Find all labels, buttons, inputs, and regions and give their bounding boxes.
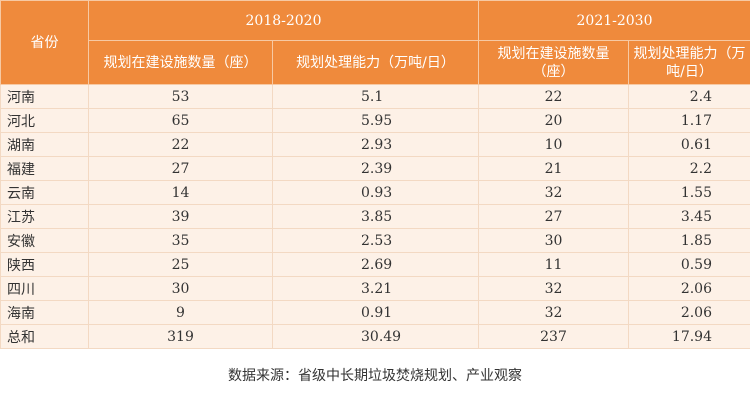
value-cell: 2.06 — [628, 300, 750, 325]
table-body: 河南 53 5.1 22 2.4 河北 65 5.95 20 1.17 湖南 22 2.93 10 0.61… — [0, 84, 750, 349]
province-cell: 河南 — [0, 84, 89, 109]
value-cell: 5.95 — [272, 108, 479, 133]
value-cell: 2.53 — [272, 228, 479, 253]
source-note: 数据来源：省级中长期垃圾焚烧规划、产业观察 — [228, 368, 522, 384]
column-header: 规划处理能力（万吨/日） — [272, 40, 479, 85]
province-cell: 福建 — [0, 156, 89, 181]
value-cell: 237 — [478, 324, 629, 349]
value-cell: 9 — [88, 300, 273, 325]
province-cell: 江苏 — [0, 204, 89, 229]
province-cell: 海南 — [0, 300, 89, 325]
value-cell: 30.49 — [272, 324, 479, 349]
value-cell: 11 — [478, 252, 629, 277]
value-cell: 0.59 — [628, 252, 750, 277]
value-cell: 0.93 — [272, 180, 479, 205]
value-cell: 22 — [88, 132, 273, 157]
value-cell: 2.06 — [628, 276, 750, 301]
value-cell: 39 — [88, 204, 273, 229]
value-cell: 2.69 — [272, 252, 479, 277]
province-cell: 总和 — [0, 324, 89, 349]
value-cell: 30 — [88, 276, 273, 301]
province-cell: 四川 — [0, 276, 89, 301]
value-cell: 0.91 — [272, 300, 479, 325]
value-cell: 14 — [88, 180, 273, 205]
group-header: 2018-2020 — [88, 0, 479, 41]
value-cell: 2.93 — [272, 132, 479, 157]
value-cell: 5.1 — [272, 84, 479, 109]
value-cell: 35 — [88, 228, 273, 253]
table-row: 江苏 39 3.85 27 3.45 — [0, 204, 750, 229]
value-cell: 27 — [478, 204, 629, 229]
value-cell: 21 — [478, 156, 629, 181]
value-cell: 2.39 — [272, 156, 479, 181]
province-cell: 云南 — [0, 180, 89, 205]
column-header: 规划在建设施数量（座） — [478, 40, 629, 85]
value-cell: 30 — [478, 228, 629, 253]
value-cell: 319 — [88, 324, 273, 349]
value-cell: 53 — [88, 84, 273, 109]
table-row: 云南 14 0.93 32 1.55 — [0, 180, 750, 205]
value-cell: 3.85 — [272, 204, 479, 229]
table-row: 陕西 25 2.69 11 0.59 — [0, 252, 750, 277]
value-cell: 25 — [88, 252, 273, 277]
table-row: 河北 65 5.95 20 1.17 — [0, 108, 750, 133]
value-cell: 3.21 — [272, 276, 479, 301]
value-cell: 32 — [478, 276, 629, 301]
province-cell: 湖南 — [0, 132, 89, 157]
group-header: 2021-2030 — [478, 0, 750, 41]
column-header: 规划处理能力（万吨/日） — [628, 40, 750, 85]
table-row: 海南 9 0.91 32 2.06 — [0, 300, 750, 325]
table-row: 福建 27 2.39 21 2.2 — [0, 156, 750, 181]
value-cell: 20 — [478, 108, 629, 133]
value-cell: 32 — [478, 300, 629, 325]
value-cell: 1.17 — [628, 108, 750, 133]
table-row: 河南 53 5.1 22 2.4 — [0, 84, 750, 109]
table-row: 总和 319 30.49 237 17.94 — [0, 324, 750, 349]
value-cell: 10 — [478, 132, 629, 157]
value-cell: 17.94 — [628, 324, 750, 349]
value-cell: 1.55 — [628, 180, 750, 205]
province-cell: 安徽 — [0, 228, 89, 253]
data-table: 省份 2018-2020 2021-2030 规划在建设施数量（座） 规划处理能… — [0, 0, 750, 349]
value-cell: 3.45 — [628, 204, 750, 229]
table-row: 四川 30 3.21 32 2.06 — [0, 276, 750, 301]
value-cell: 32 — [478, 180, 629, 205]
province-cell: 陕西 — [0, 252, 89, 277]
province-cell: 河北 — [0, 108, 89, 133]
province-header: 省份 — [0, 0, 89, 85]
table-row: 安徽 35 2.53 30 1.85 — [0, 228, 750, 253]
value-cell: 65 — [88, 108, 273, 133]
value-cell: 1.85 — [628, 228, 750, 253]
value-cell: 2.4 — [628, 84, 750, 109]
value-cell: 27 — [88, 156, 273, 181]
value-cell: 0.61 — [628, 132, 750, 157]
value-cell: 2.2 — [628, 156, 750, 181]
value-cell: 22 — [478, 84, 629, 109]
column-header: 规划在建设施数量（座） — [88, 40, 273, 85]
table-row: 湖南 22 2.93 10 0.61 — [0, 132, 750, 157]
